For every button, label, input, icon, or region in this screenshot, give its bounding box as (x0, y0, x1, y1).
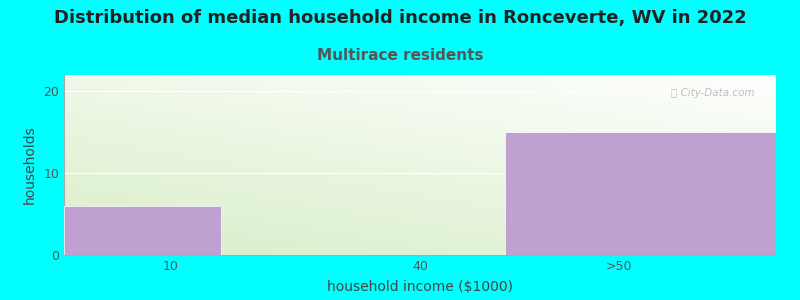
Text: Distribution of median household income in Ronceverte, WV in 2022: Distribution of median household income … (54, 9, 746, 27)
Text: Multirace residents: Multirace residents (317, 48, 483, 63)
Bar (506, 132, 776, 255)
Y-axis label: households: households (22, 126, 36, 204)
Bar (64, 206, 221, 255)
Text: Ⓜ City-Data.com: Ⓜ City-Data.com (671, 88, 754, 98)
X-axis label: household income ($1000): household income ($1000) (327, 280, 513, 294)
